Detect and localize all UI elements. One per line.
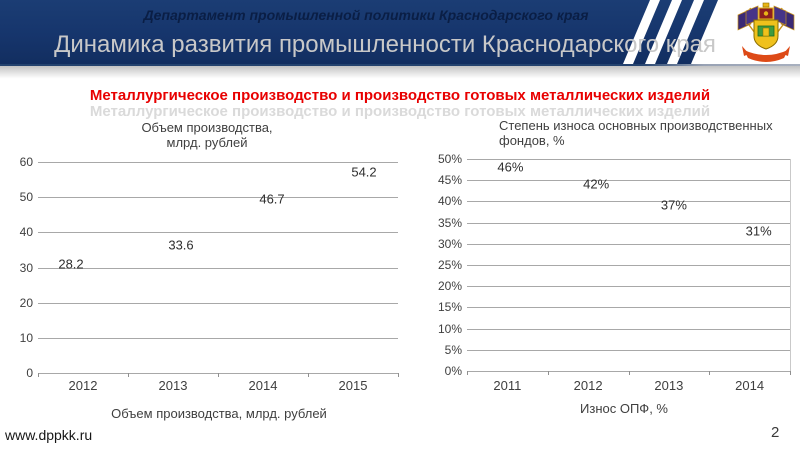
wear-gridline [467,349,790,351]
wear-ytick-label: 15% [437,300,462,315]
wear-point-label: 46% [497,159,524,175]
wear-category-label: 2012 [573,378,603,393]
production-gridline [38,162,398,163]
wear-ytick-label: 20% [437,279,462,294]
department-name: Департамент промышленной политики Красно… [143,7,589,23]
wear-gridline [467,222,790,224]
wear-point-label: 31% [745,223,772,239]
production-xtick-mark [308,373,309,377]
wear-ytick-label: 5% [444,342,462,357]
wear-point-label: 42% [583,176,610,192]
wear-ytick-label: 25% [437,258,462,272]
wear-ytick-label: 50% [437,152,462,166]
production-gridline [38,197,398,199]
wear-ytick-label: 35% [437,215,462,230]
production-ytick-label: 30 [19,260,33,275]
wear-ytick-label: 10% [437,321,462,336]
production-gridline [38,337,398,339]
header-underline [0,64,800,66]
website-url: www.dppkk.ru [5,427,93,443]
production-ytick-label: 0 [26,366,33,380]
subtitle: Металлургическое производство и производ… [89,87,711,104]
wear-ytick-label: 30% [437,236,462,251]
wear-gridline [467,328,790,330]
wear-xtick-mark [467,371,468,375]
production-point-label: 33.6 [168,237,194,253]
production-category-label: 2014 [248,378,278,393]
production-xtick-mark [38,373,39,377]
production-gridline [38,302,398,304]
coat-of-arms-icon [737,2,795,62]
production-ytick-label: 50 [19,190,33,205]
wear-ytick-label: 45% [437,173,462,188]
wear-xtick-mark [547,371,549,375]
wear-gridline [467,243,790,245]
wear-xaxis-label: Износ ОПФ, % [580,401,668,416]
production-category-label: 2015 [338,378,368,393]
wear-chart-title: Степень износа основных производственных… [499,118,773,148]
wear-xtick-mark [709,371,711,375]
production-ytick-label: 40 [19,225,33,240]
production-point-label: 28.2 [58,256,84,272]
wear-gridline [467,180,790,182]
page-number: 2 [771,424,780,441]
production-xaxis-label: Объем производства, млрд. рублей [111,406,327,421]
wear-xtick-mark [628,371,630,375]
wear-plot-right-border [790,159,791,371]
wear-category-label: 2011 [493,378,522,393]
wear-category-label: 2013 [654,378,684,393]
wear-gridline [467,159,790,160]
production-ytick-label: 10 [19,330,33,345]
production-xtick-mark [218,373,219,377]
production-ytick-label: 60 [19,155,33,169]
production-gridline [38,267,398,269]
wear-xtick-mark [790,371,791,375]
wear-ytick-label: 0% [444,364,462,378]
production-gridline [38,232,398,234]
production-xtick-mark [128,373,129,377]
wear-gridline [467,265,790,266]
wear-ytick-label: 40% [437,194,462,209]
production-category-label: 2013 [158,378,188,393]
wear-point-label: 37% [660,197,687,213]
production-chart-title: Объем производства, млрд. рублей [141,120,273,150]
production-ytick-label: 20 [19,295,33,310]
page-title: Динамика развития промышленности Краснод… [54,31,716,58]
wear-category-label: 2014 [735,378,765,393]
production-xtick-mark [398,373,399,377]
production-point-label: 54.2 [351,164,377,180]
wear-gridline [467,307,790,309]
subtitle-ghost: Металлургическое производство и производ… [89,103,711,120]
production-point-label: 46.7 [259,191,285,207]
wear-gridline [467,201,790,203]
wear-gridline [467,286,790,288]
header-fade [0,66,800,80]
production-category-label: 2012 [68,378,98,393]
